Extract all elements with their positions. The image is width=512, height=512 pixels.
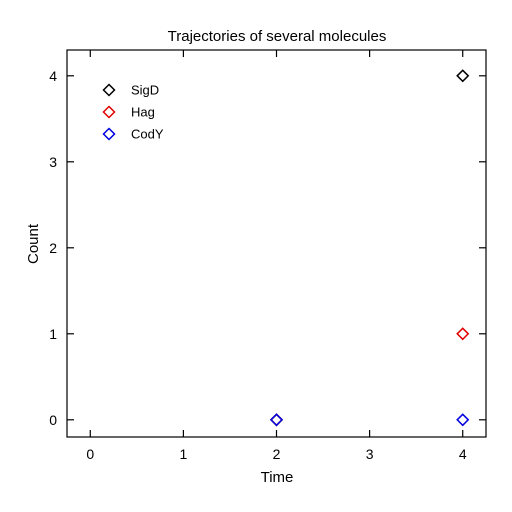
legend-label-hag: Hag <box>131 105 155 120</box>
legend-marker-cody <box>102 127 116 141</box>
y-axis-title: Count <box>25 223 42 264</box>
y-tick-label: 3 <box>49 154 57 170</box>
chart-title: Trajectories of several molecules <box>168 28 387 45</box>
series-sigd <box>269 69 470 427</box>
legend-label-cody: CodY <box>131 127 164 142</box>
plot-frame <box>66 49 487 438</box>
x-tick-label: 2 <box>273 446 281 462</box>
series-cody <box>269 413 470 427</box>
ticks <box>67 50 486 437</box>
tick-labels: 0 1 2 3 4 0 1 2 3 4 <box>49 68 467 462</box>
legend: SigD Hag CodY <box>102 83 164 142</box>
point-hag <box>456 327 470 341</box>
point-sigd <box>456 69 470 83</box>
legend-marker-hag <box>102 105 116 119</box>
point-cody <box>269 413 284 427</box>
series-hag <box>269 327 470 427</box>
legend-marker-sigd <box>102 83 116 97</box>
data-points <box>269 69 470 427</box>
point-cody <box>456 413 470 427</box>
x-axis-title: Time <box>261 469 294 486</box>
y-tick-label: 4 <box>49 68 57 84</box>
x-tick-label: 4 <box>459 446 467 462</box>
legend-label-sigd: SigD <box>131 83 159 98</box>
y-tick-label: 2 <box>49 240 57 256</box>
x-tick-label: 1 <box>179 446 187 462</box>
x-tick-label: 0 <box>86 446 94 462</box>
point-hag <box>269 413 284 427</box>
y-tick-label: 0 <box>49 412 57 428</box>
point-sigd <box>269 413 284 427</box>
x-tick-label: 3 <box>366 446 374 462</box>
y-tick-label: 1 <box>49 326 57 342</box>
